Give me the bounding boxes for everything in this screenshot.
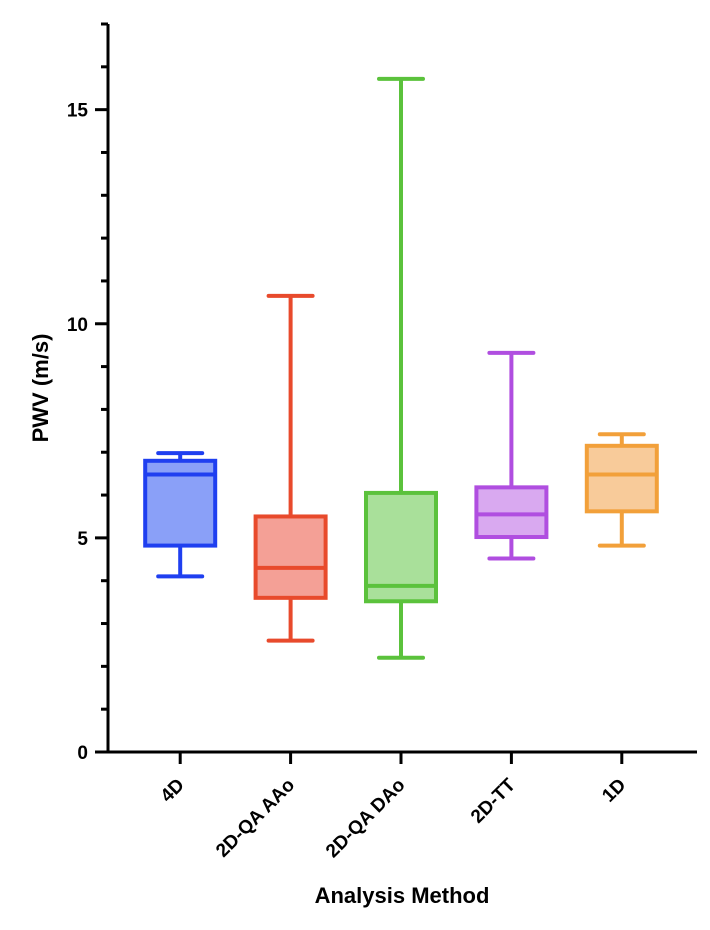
- box-2d-qa-aao: [253, 293, 328, 643]
- x-category-label: 4D: [157, 775, 189, 807]
- y-tick-label: 5: [77, 529, 88, 550]
- x-category-label: 1D: [598, 775, 630, 807]
- x-category-label: 2D-QA DAo: [322, 775, 410, 863]
- y-axis: 0 5 10 15: [67, 22, 110, 764]
- x-axis: 4D 2D-QA AAo 2D-QA DAo 2D-TT 1D: [106, 750, 697, 863]
- boxes: [143, 76, 659, 660]
- x-category-label: 2D-QA AAo: [212, 775, 299, 862]
- x-category-label: 2D-TT: [467, 774, 520, 827]
- y-tick-label: 0: [77, 743, 88, 764]
- iqr-box: [474, 485, 549, 540]
- y-axis-title: PWV (m/s): [28, 334, 53, 443]
- x-axis-title: Analysis Method: [315, 883, 490, 908]
- box-2d-qa-dao: [364, 76, 438, 660]
- box-1d: [584, 432, 659, 548]
- y-tick-label: 15: [67, 101, 89, 122]
- y-tick-label: 10: [67, 315, 88, 336]
- box-2d-tt: [474, 350, 549, 561]
- iqr-box: [253, 514, 328, 600]
- iqr-box: [584, 443, 659, 514]
- box-4d: [143, 451, 218, 579]
- iqr-box: [364, 490, 438, 604]
